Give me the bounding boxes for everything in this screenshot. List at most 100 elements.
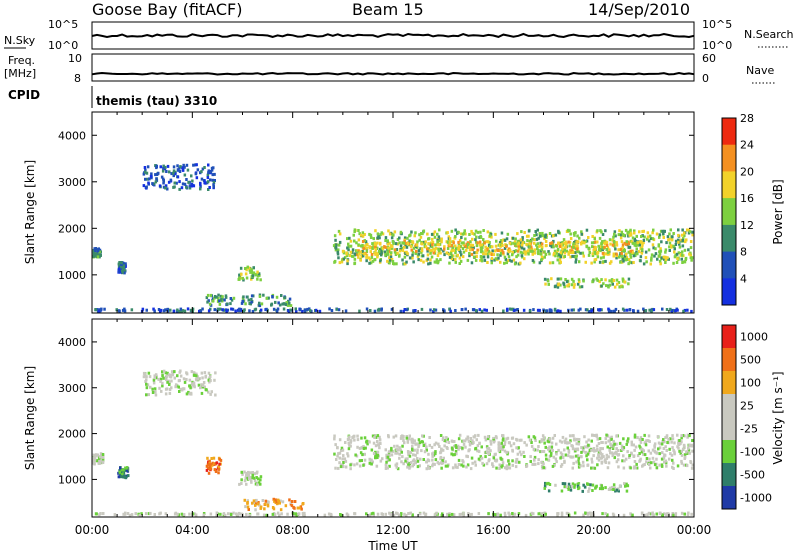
power-cell	[192, 163, 195, 167]
velocity-cell	[402, 439, 405, 442]
power-cell	[462, 231, 466, 235]
velocity-cell	[615, 442, 618, 446]
velocity-cell	[585, 440, 588, 444]
velocity-colorbar-swatch	[722, 486, 736, 510]
power-cell	[474, 258, 478, 262]
velocity-cell	[472, 441, 475, 445]
power-cell	[398, 249, 402, 253]
velocity-cell	[272, 497, 275, 501]
power-cell	[638, 250, 641, 254]
power-cell	[470, 252, 474, 256]
velocity-cell	[691, 449, 694, 453]
velocity-cell	[362, 447, 366, 450]
power-cell	[534, 230, 537, 233]
power-cell	[238, 277, 241, 281]
power-cell	[457, 230, 460, 234]
power-cell	[458, 262, 461, 265]
power-cell	[392, 233, 395, 237]
power-cell	[506, 232, 510, 236]
power-cell	[500, 240, 504, 244]
power-cell	[642, 229, 645, 233]
power-cell	[443, 253, 446, 257]
velocity-cell	[353, 434, 356, 438]
power-cell	[190, 174, 193, 178]
velocity-colorbar-tick-label: -1000	[740, 492, 772, 505]
velocity-cell	[206, 467, 210, 470]
velocity-cell	[124, 511, 127, 515]
velocity-cell	[683, 446, 686, 450]
power-cell	[274, 300, 277, 304]
power-cell	[145, 308, 148, 312]
power-cell	[384, 236, 388, 240]
velocity-cell	[379, 459, 383, 463]
velocity-cell	[122, 512, 125, 516]
velocity-cell	[615, 488, 619, 492]
velocity-cell	[219, 512, 222, 516]
power-cell	[359, 258, 362, 262]
velocity-cell	[428, 466, 431, 470]
velocity-cell	[254, 503, 257, 507]
velocity-cell	[407, 437, 411, 441]
power-cell	[507, 255, 511, 259]
velocity-cell	[336, 446, 339, 450]
power-cell	[569, 237, 573, 240]
velocity-cell	[596, 463, 599, 467]
power-cell	[460, 236, 463, 239]
velocity-cell	[604, 437, 607, 441]
velocity-cell	[673, 450, 676, 454]
velocity-cell	[292, 505, 295, 509]
velocity-cell	[617, 449, 620, 452]
power-cell	[451, 246, 454, 250]
power-cell	[369, 309, 372, 312]
power-cell	[565, 242, 568, 246]
power-cell	[690, 309, 693, 313]
velocity-cell	[640, 447, 643, 451]
power-cell	[419, 247, 422, 251]
power-cell	[617, 248, 620, 252]
power-cell	[396, 251, 399, 255]
power-cell	[486, 255, 490, 259]
velocity-cell	[403, 512, 406, 516]
power-cell	[468, 245, 471, 249]
velocity-cell	[421, 440, 424, 444]
power-cell	[189, 308, 193, 312]
power-cell	[287, 299, 290, 303]
velocity-cell	[192, 373, 196, 377]
velocity-cell	[446, 437, 449, 441]
velocity-cell	[511, 449, 514, 453]
power-cell	[201, 167, 205, 171]
velocity-cell	[417, 445, 420, 448]
velocity-cell	[359, 451, 363, 455]
velocity-cell	[250, 480, 253, 484]
power-cell	[390, 245, 394, 249]
velocity-cell	[597, 453, 600, 457]
velocity-cell	[410, 440, 414, 444]
velocity-cell	[425, 467, 428, 471]
velocity-cell	[378, 446, 381, 450]
power-cell	[213, 308, 216, 312]
velocity-cell	[398, 456, 401, 460]
power-cell	[478, 243, 482, 247]
velocity-cell	[517, 512, 521, 516]
velocity-cell	[553, 434, 556, 437]
power-cell	[590, 241, 594, 245]
velocity-cell	[503, 511, 507, 515]
power-cell	[250, 294, 254, 298]
power-cell	[343, 256, 347, 260]
power-cell	[562, 238, 566, 242]
velocity-cell	[217, 467, 221, 471]
velocity-cell	[462, 439, 465, 443]
velocity-cell	[609, 442, 612, 446]
power-cell	[492, 253, 496, 257]
power-cell	[431, 237, 434, 241]
velocity-cell	[599, 451, 603, 455]
power-cell	[565, 280, 569, 284]
velocity-cell	[467, 439, 471, 443]
velocity-cell	[405, 436, 409, 440]
power-cell	[427, 237, 430, 241]
power-cell	[464, 237, 467, 241]
velocity-cell	[169, 373, 172, 377]
power-cell	[144, 170, 147, 174]
power-cell	[376, 236, 379, 240]
velocity-cell	[170, 386, 173, 390]
